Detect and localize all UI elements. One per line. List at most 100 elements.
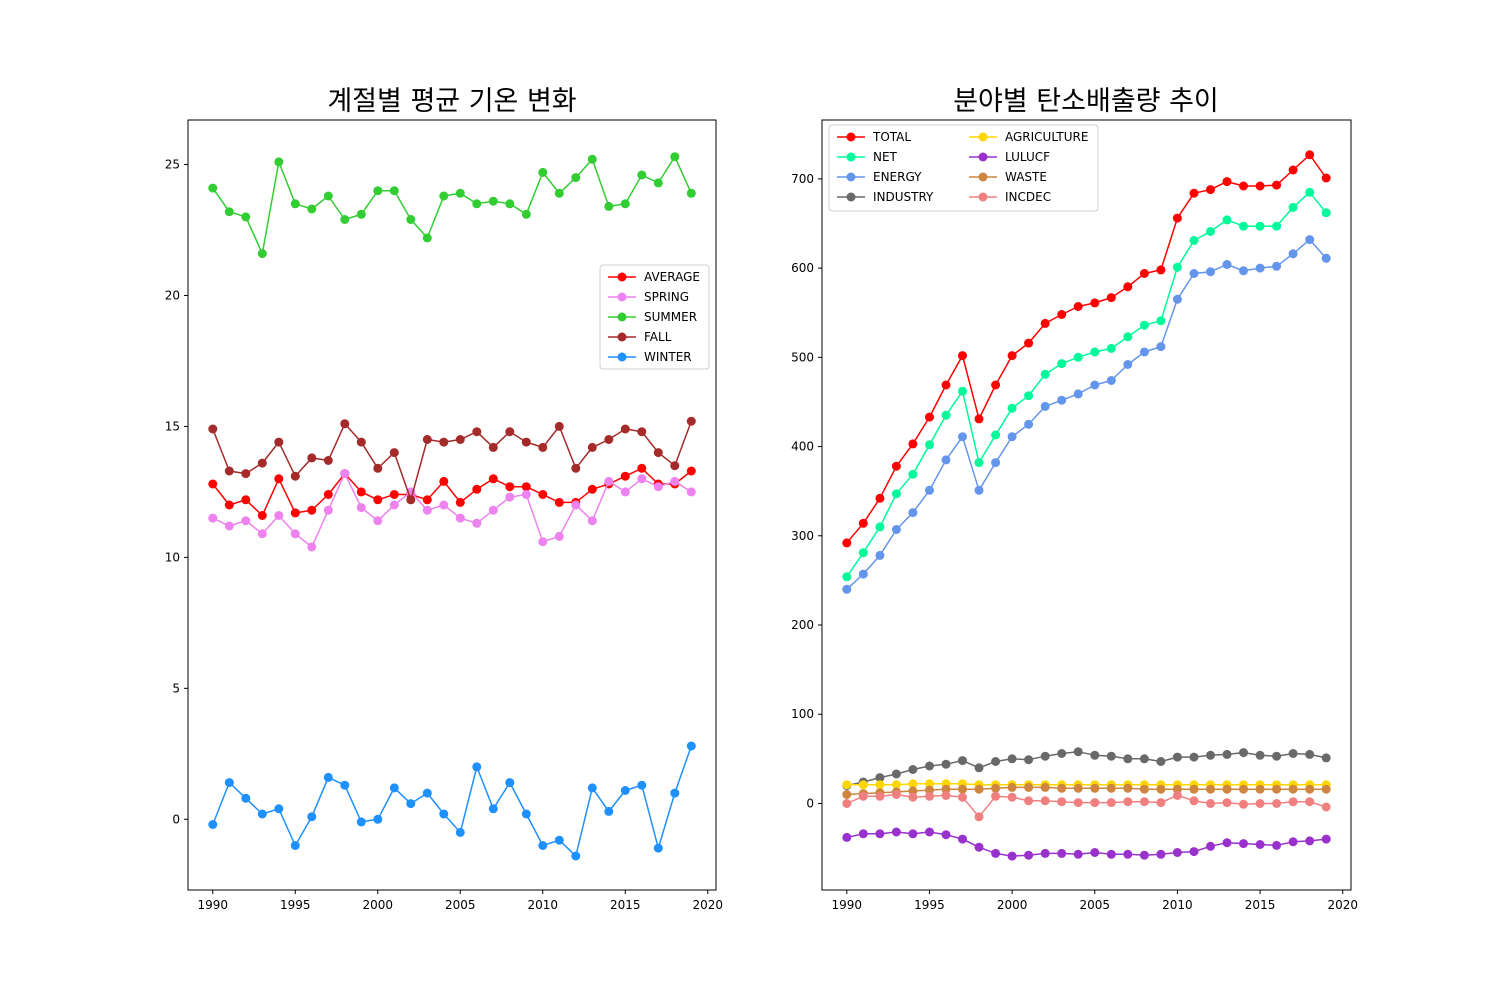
data-point-spring xyxy=(373,516,383,526)
data-point-average xyxy=(290,508,300,518)
x-tick-label: 1990 xyxy=(832,898,863,912)
data-point-summer xyxy=(422,233,432,243)
data-point-winter xyxy=(686,741,696,751)
data-point-industry xyxy=(958,756,967,766)
data-point-winter xyxy=(637,780,647,790)
data-point-energy xyxy=(1255,263,1265,273)
data-point-incdec xyxy=(1206,799,1215,808)
data-point-waste xyxy=(908,786,918,796)
data-point-waste xyxy=(1272,784,1282,794)
data-point-average xyxy=(488,474,498,484)
data-point-energy xyxy=(1189,269,1199,278)
data-point-industry xyxy=(1123,754,1133,764)
data-point-winter xyxy=(587,783,597,793)
data-point-lulucf xyxy=(1206,841,1215,851)
data-point-winter xyxy=(241,793,251,803)
series-industry xyxy=(842,747,1331,791)
legend-marker xyxy=(978,192,988,202)
data-point-net xyxy=(1172,262,1182,272)
legend-item-fall: FALL xyxy=(608,330,672,344)
y-tick-label: 20 xyxy=(165,288,180,302)
data-point-summer xyxy=(538,167,548,177)
y-tick-label: 600 xyxy=(791,261,814,275)
data-point-waste xyxy=(1156,784,1166,794)
data-point-lulucf xyxy=(842,832,852,842)
data-point-industry xyxy=(1288,749,1298,758)
data-point-summer xyxy=(389,186,399,196)
data-point-incdec xyxy=(1090,798,1100,808)
data-point-fall xyxy=(554,421,564,431)
data-point-net xyxy=(875,522,885,532)
data-point-waste xyxy=(1189,784,1199,794)
data-point-lulucf xyxy=(1156,849,1166,859)
data-point-energy xyxy=(908,508,918,518)
data-point-net xyxy=(1305,187,1315,197)
data-point-incdec xyxy=(1024,796,1034,806)
data-point-incdec xyxy=(1288,797,1298,807)
data-point-winter xyxy=(670,788,680,798)
data-point-fall xyxy=(274,437,284,447)
data-point-incdec xyxy=(1007,792,1017,802)
y-tick-label: 15 xyxy=(165,419,180,433)
legend-item-incdec: INCDEC xyxy=(969,190,1051,204)
data-point-energy xyxy=(1321,253,1331,263)
legend-marker xyxy=(617,332,627,342)
data-point-industry xyxy=(1255,750,1265,760)
data-point-summer xyxy=(290,199,300,209)
data-point-energy xyxy=(1239,266,1248,276)
data-point-energy xyxy=(875,550,885,560)
data-point-lulucf xyxy=(925,827,934,837)
data-point-waste xyxy=(842,790,852,799)
data-point-energy xyxy=(858,569,868,579)
legend-label: TOTAL xyxy=(872,130,911,144)
data-point-energy xyxy=(958,432,967,442)
data-point-spring xyxy=(620,487,630,497)
data-point-total xyxy=(974,414,984,424)
data-point-waste xyxy=(1321,784,1331,794)
data-point-spring xyxy=(637,474,647,484)
data-point-net xyxy=(941,410,951,420)
y-tick-label: 5 xyxy=(172,681,180,695)
data-point-spring xyxy=(290,529,300,539)
data-point-total xyxy=(1288,165,1298,175)
x-tick-label: 1995 xyxy=(914,898,945,912)
data-point-waste xyxy=(1206,784,1215,794)
data-point-average xyxy=(686,466,696,476)
legend-item-spring: SPRING xyxy=(608,290,689,304)
data-point-waste xyxy=(1222,784,1232,794)
data-point-fall xyxy=(538,442,548,452)
data-point-average xyxy=(274,474,284,484)
data-point-spring xyxy=(208,513,218,523)
series-lulucf xyxy=(842,827,1331,861)
data-point-net xyxy=(1139,320,1149,330)
y-tick-label: 300 xyxy=(791,529,814,543)
data-point-winter xyxy=(653,843,663,853)
data-point-energy xyxy=(1172,294,1182,304)
data-point-net xyxy=(1040,369,1050,379)
legend-box xyxy=(599,264,710,370)
data-point-lulucf xyxy=(1239,839,1248,849)
data-point-fall xyxy=(653,448,663,458)
data-point-total xyxy=(1305,150,1315,160)
data-point-total xyxy=(1024,338,1034,348)
data-point-total xyxy=(1189,188,1199,198)
data-point-net xyxy=(1123,332,1133,342)
data-point-spring xyxy=(389,500,399,510)
data-point-waste xyxy=(974,784,984,794)
data-point-incdec xyxy=(1156,798,1166,808)
data-point-lulucf xyxy=(891,827,901,837)
data-point-total xyxy=(1123,282,1133,292)
data-point-spring xyxy=(274,511,284,520)
data-point-total xyxy=(991,380,1001,390)
data-point-summer xyxy=(208,183,218,193)
data-point-average xyxy=(422,495,432,505)
data-point-industry xyxy=(1073,747,1083,757)
data-point-lulucf xyxy=(1255,840,1265,849)
legend-box xyxy=(828,124,1099,212)
data-point-spring xyxy=(587,516,597,526)
data-point-energy xyxy=(1305,235,1315,245)
legend-marker xyxy=(617,312,627,322)
data-point-fall xyxy=(670,461,680,471)
data-point-average xyxy=(307,505,317,515)
